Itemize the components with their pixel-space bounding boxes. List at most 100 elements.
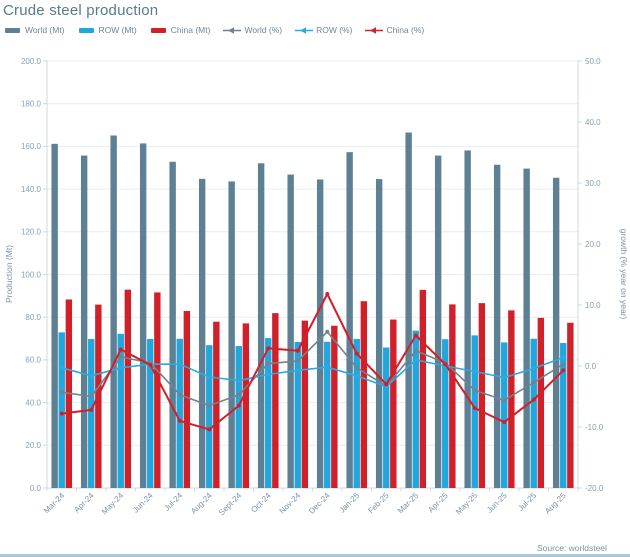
- bar[interactable]: [383, 347, 390, 488]
- bar[interactable]: [552, 177, 560, 488]
- data-point-marker[interactable]: [266, 361, 271, 366]
- bar[interactable]: [257, 163, 265, 488]
- bar[interactable]: [58, 332, 65, 488]
- data-point-marker[interactable]: [561, 355, 566, 360]
- bar[interactable]: [235, 346, 242, 488]
- data-point-marker[interactable]: [413, 357, 418, 362]
- data-point-marker[interactable]: [59, 390, 64, 395]
- data-point-marker[interactable]: [325, 329, 330, 334]
- legend-item-row[interactable]: ROW (%): [295, 25, 352, 35]
- bar[interactable]: [530, 338, 537, 488]
- legend-item-china[interactable]: China (%): [365, 25, 424, 35]
- bar[interactable]: [51, 143, 58, 488]
- data-point-marker[interactable]: [236, 378, 241, 383]
- data-point-marker[interactable]: [118, 347, 123, 352]
- data-point-marker[interactable]: [413, 333, 418, 338]
- bar[interactable]: [493, 164, 501, 488]
- bar[interactable]: [213, 321, 220, 488]
- bar[interactable]: [405, 132, 412, 488]
- legend-item-china-mt[interactable]: China (Mt): [150, 25, 210, 35]
- data-point-marker[interactable]: [266, 346, 271, 351]
- bar-series-row-mt[interactable]: [58, 330, 567, 488]
- bar[interactable]: [294, 341, 301, 488]
- bar-series-world-mt[interactable]: [51, 132, 560, 489]
- data-point-marker[interactable]: [472, 369, 477, 374]
- data-point-marker[interactable]: [472, 406, 477, 411]
- data-point-marker[interactable]: [561, 368, 566, 373]
- legend-item-world[interactable]: World (%): [223, 25, 282, 35]
- data-point-marker[interactable]: [177, 362, 182, 367]
- data-point-marker[interactable]: [236, 403, 241, 408]
- line-series-china[interactable]: [59, 292, 566, 432]
- bar[interactable]: [316, 179, 324, 489]
- bar[interactable]: [523, 168, 530, 488]
- data-point-marker[interactable]: [531, 380, 536, 385]
- bar[interactable]: [560, 343, 567, 488]
- data-point-marker[interactable]: [295, 348, 300, 353]
- bar[interactable]: [324, 341, 331, 488]
- data-point-marker[interactable]: [207, 375, 212, 379]
- data-point-marker[interactable]: [89, 407, 94, 412]
- data-point-marker[interactable]: [59, 365, 64, 370]
- bar[interactable]: [346, 152, 353, 488]
- data-point-marker[interactable]: [472, 388, 477, 393]
- bar[interactable]: [176, 338, 183, 488]
- data-point-marker[interactable]: [177, 418, 182, 423]
- bar[interactable]: [117, 333, 124, 488]
- bar[interactable]: [301, 320, 309, 488]
- bar[interactable]: [139, 143, 147, 488]
- data-point-marker[interactable]: [531, 397, 536, 402]
- bar[interactable]: [464, 150, 471, 488]
- legend-item-world-mt[interactable]: World (Mt): [4, 25, 65, 35]
- bar[interactable]: [353, 338, 360, 488]
- data-point-marker[interactable]: [531, 366, 536, 371]
- data-point-marker[interactable]: [325, 365, 330, 370]
- bar[interactable]: [265, 338, 272, 488]
- data-point-marker[interactable]: [295, 368, 300, 373]
- data-point-marker[interactable]: [59, 411, 64, 416]
- bar[interactable]: [80, 155, 88, 488]
- data-point-marker[interactable]: [384, 382, 389, 387]
- data-point-marker[interactable]: [207, 427, 212, 432]
- data-point-marker[interactable]: [89, 394, 94, 399]
- data-point-marker[interactable]: [354, 373, 359, 378]
- bar[interactable]: [471, 335, 478, 488]
- bar[interactable]: [390, 319, 397, 488]
- bar[interactable]: [478, 303, 486, 488]
- bar[interactable]: [147, 338, 154, 488]
- bar[interactable]: [375, 179, 383, 488]
- data-point-marker[interactable]: [354, 365, 359, 370]
- data-point-marker[interactable]: [207, 403, 212, 408]
- bar[interactable]: [442, 339, 449, 488]
- data-point-marker[interactable]: [266, 372, 271, 377]
- data-point-marker[interactable]: [148, 362, 153, 367]
- bar[interactable]: [331, 325, 338, 488]
- bar[interactable]: [198, 178, 206, 488]
- bar[interactable]: [434, 155, 442, 488]
- data-point-marker[interactable]: [502, 420, 507, 425]
- data-point-marker[interactable]: [502, 398, 507, 403]
- data-point-marker[interactable]: [295, 359, 300, 364]
- data-point-marker[interactable]: [118, 354, 123, 359]
- bar[interactable]: [287, 174, 294, 488]
- bar[interactable]: [449, 304, 456, 488]
- data-point-marker[interactable]: [236, 392, 241, 397]
- bar[interactable]: [412, 330, 419, 488]
- data-point-marker[interactable]: [354, 351, 359, 356]
- bar[interactable]: [272, 313, 279, 488]
- bar[interactable]: [124, 289, 132, 488]
- data-point-marker[interactable]: [413, 348, 418, 353]
- bar[interactable]: [88, 338, 95, 488]
- bar[interactable]: [206, 345, 213, 488]
- data-point-marker[interactable]: [177, 392, 182, 397]
- data-point-marker[interactable]: [89, 373, 94, 378]
- bar[interactable]: [228, 181, 235, 488]
- bar[interactable]: [110, 135, 117, 488]
- bar[interactable]: [169, 161, 176, 488]
- line-series-row[interactable]: [59, 355, 566, 389]
- bar[interactable]: [419, 289, 427, 488]
- legend-item-row-mt[interactable]: ROW (Mt): [78, 25, 137, 35]
- data-point-marker[interactable]: [502, 375, 507, 380]
- bar[interactable]: [537, 317, 545, 488]
- bar[interactable]: [242, 323, 250, 488]
